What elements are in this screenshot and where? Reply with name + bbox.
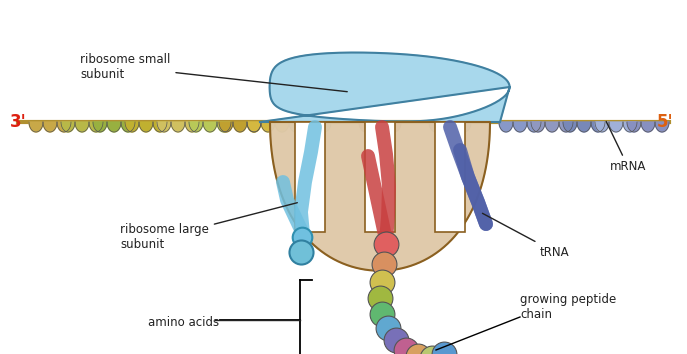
Polygon shape — [527, 122, 541, 132]
Point — [381, 239, 392, 245]
Polygon shape — [260, 52, 510, 122]
Polygon shape — [563, 122, 577, 132]
Point — [376, 311, 387, 317]
Polygon shape — [429, 122, 443, 132]
Polygon shape — [623, 122, 637, 132]
Polygon shape — [275, 122, 289, 132]
Polygon shape — [75, 122, 89, 132]
Point — [374, 295, 385, 301]
Polygon shape — [359, 122, 373, 132]
Polygon shape — [627, 122, 641, 132]
Text: amino acids: amino acids — [148, 315, 219, 329]
Point — [412, 353, 423, 354]
Polygon shape — [499, 122, 513, 132]
Polygon shape — [443, 122, 457, 132]
Polygon shape — [233, 122, 247, 132]
Polygon shape — [591, 122, 605, 132]
Polygon shape — [303, 122, 317, 132]
Polygon shape — [219, 122, 233, 132]
Polygon shape — [457, 122, 471, 132]
Polygon shape — [189, 122, 203, 132]
Polygon shape — [559, 122, 573, 132]
Polygon shape — [531, 122, 545, 132]
Polygon shape — [43, 122, 57, 132]
Polygon shape — [247, 122, 261, 132]
Polygon shape — [373, 122, 387, 132]
Polygon shape — [185, 122, 199, 132]
Polygon shape — [171, 122, 185, 132]
Polygon shape — [153, 122, 167, 132]
Bar — [435, 122, 465, 232]
Text: tRNA: tRNA — [482, 213, 570, 258]
Polygon shape — [387, 122, 401, 132]
Polygon shape — [157, 122, 171, 132]
Polygon shape — [93, 122, 107, 132]
Polygon shape — [609, 122, 623, 132]
Polygon shape — [545, 122, 559, 132]
Point — [376, 279, 387, 285]
Text: ribosome small
subunit: ribosome small subunit — [80, 53, 347, 92]
Polygon shape — [577, 122, 591, 132]
Polygon shape — [139, 122, 153, 132]
Point — [381, 241, 392, 247]
Text: 3': 3' — [10, 113, 27, 131]
Polygon shape — [61, 122, 75, 132]
Polygon shape — [595, 122, 609, 132]
Polygon shape — [655, 122, 669, 132]
Point — [379, 261, 390, 267]
Text: mRNA: mRNA — [606, 121, 646, 173]
Polygon shape — [29, 122, 43, 132]
Polygon shape — [513, 122, 527, 132]
Polygon shape — [247, 122, 261, 132]
Point — [401, 347, 412, 353]
Polygon shape — [57, 122, 71, 132]
Polygon shape — [261, 122, 275, 132]
Polygon shape — [121, 122, 135, 132]
Point — [297, 234, 308, 240]
Polygon shape — [203, 122, 217, 132]
Bar — [295, 122, 325, 232]
Polygon shape — [289, 122, 303, 132]
Point — [390, 337, 401, 343]
Point — [295, 249, 306, 255]
Polygon shape — [89, 122, 103, 132]
Polygon shape — [107, 122, 121, 132]
Polygon shape — [217, 122, 231, 132]
Text: 5': 5' — [656, 113, 673, 131]
Polygon shape — [641, 122, 655, 132]
Point — [383, 325, 394, 331]
Polygon shape — [270, 122, 490, 271]
Point — [438, 351, 449, 354]
Polygon shape — [125, 122, 139, 132]
Text: ribosome large
subunit: ribosome large subunit — [120, 203, 297, 251]
Polygon shape — [317, 122, 331, 132]
Text: growing peptide
chain: growing peptide chain — [520, 293, 616, 321]
Bar — [365, 122, 395, 232]
